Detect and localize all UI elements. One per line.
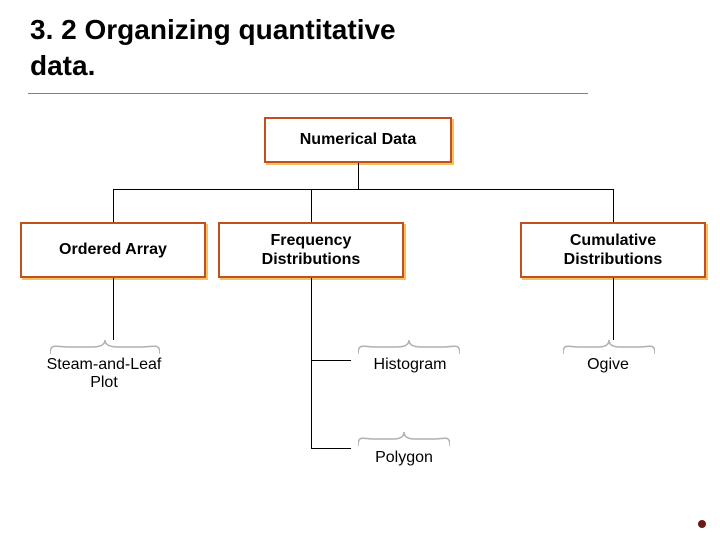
- slide-title-line2: data.: [30, 50, 95, 82]
- node-frequency-distributions: FrequencyDistributions: [218, 222, 404, 278]
- slide-bullet-icon: [698, 520, 706, 528]
- title-underline: [28, 93, 588, 94]
- leaf-ogive: Ogive: [518, 356, 698, 374]
- brace-steam: [50, 340, 160, 354]
- connector-drop-freq: [311, 189, 312, 222]
- leaf-steam-and-leaf-plot: Steam-and-LeafPlot: [14, 356, 194, 393]
- node-ordered-array: Ordered Array: [20, 222, 206, 278]
- connector-drop-ordered: [113, 189, 114, 222]
- leaf-polygon: Polygon: [314, 449, 494, 467]
- connector-cum-ogive: [613, 278, 614, 340]
- slide-title-line1: 3. 2 Organizing quantitative: [30, 14, 396, 46]
- brace-hist: [358, 340, 460, 354]
- connector-ordered-steam: [113, 278, 114, 340]
- leaf-histogram: Histogram: [320, 356, 500, 374]
- connector-drop-cum: [613, 189, 614, 222]
- connector-freq-main: [311, 278, 312, 448]
- brace-polygon: [358, 432, 450, 446]
- connector-horizontal-bus: [113, 189, 613, 190]
- node-cumulative-distributions: CumulativeDistributions: [520, 222, 706, 278]
- node-numerical-data: Numerical Data: [264, 117, 452, 163]
- brace-ogive: [563, 340, 655, 354]
- connector-root-trunk: [358, 163, 359, 189]
